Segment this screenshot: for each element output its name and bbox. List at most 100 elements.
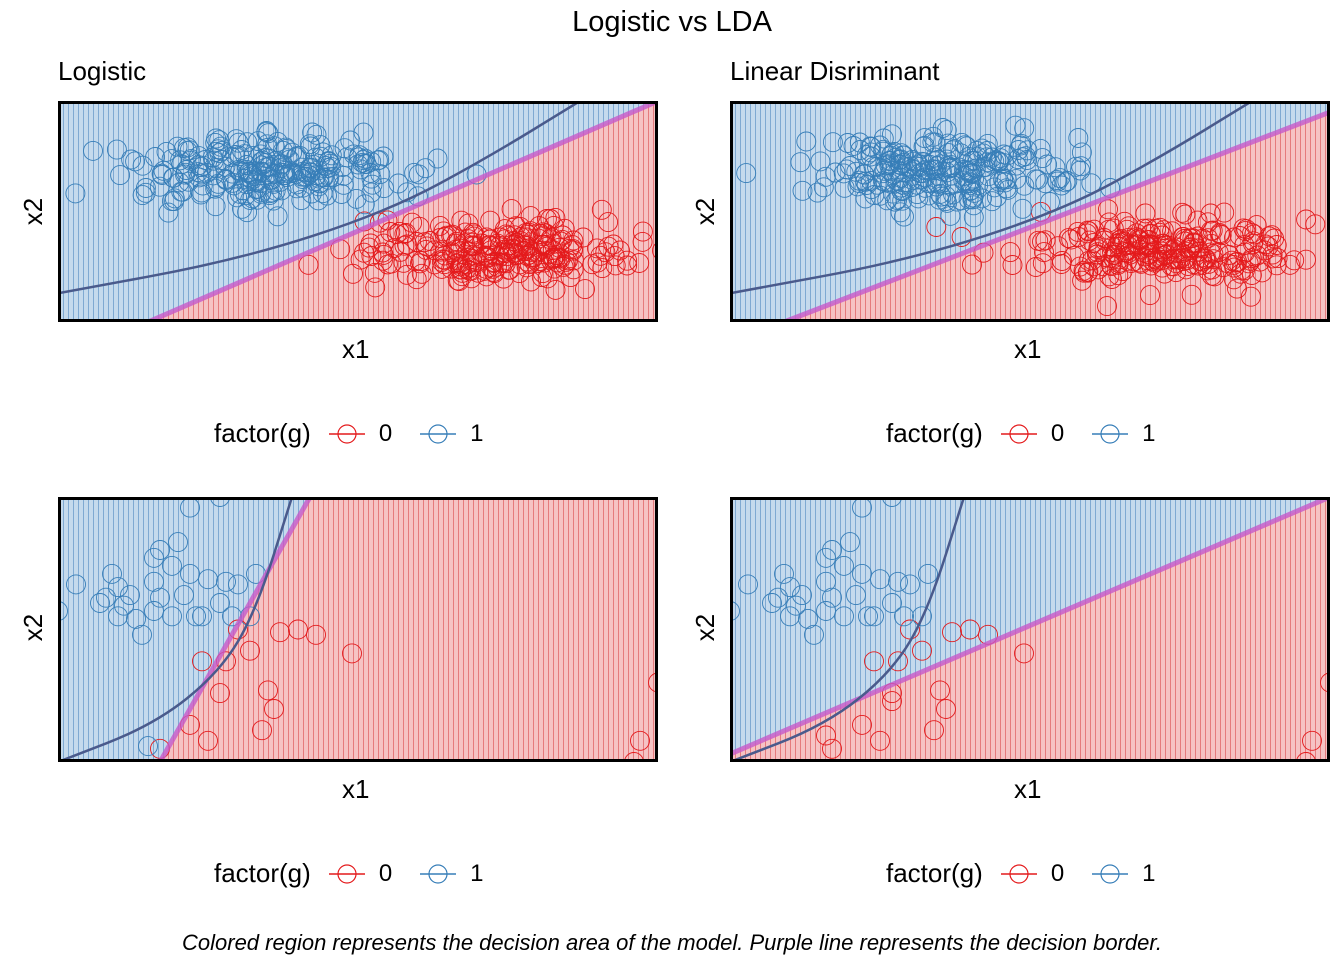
point-class-1 (880, 150, 901, 171)
point-class-1 (408, 164, 429, 185)
point-class-1 (816, 547, 836, 568)
point-class-0 (1115, 241, 1136, 262)
point-class-0 (410, 253, 430, 274)
points (730, 497, 1330, 762)
point-class-1 (258, 123, 279, 144)
point-class-1 (65, 183, 86, 204)
point-class-1 (892, 190, 913, 211)
point-class-0 (516, 257, 537, 278)
point-class-1 (882, 497, 902, 507)
point-class-0 (1235, 242, 1255, 263)
point-class-1 (915, 160, 936, 181)
point-class-1 (891, 143, 912, 164)
point-class-1 (834, 606, 854, 627)
point-class-1 (360, 162, 381, 183)
point-class-1 (181, 149, 201, 170)
point-class-0 (264, 699, 284, 719)
point-class-0 (1198, 228, 1218, 249)
point-class-0 (536, 236, 557, 257)
point-class-0 (1235, 260, 1255, 281)
point-class-0 (936, 699, 956, 719)
point-class-0 (942, 622, 962, 643)
point-class-0 (1032, 231, 1052, 252)
point-class-1 (361, 182, 382, 203)
point-class-1 (83, 140, 103, 161)
point-class-1 (956, 173, 977, 194)
decision-border (157, 497, 313, 762)
point-class-1 (291, 190, 312, 211)
point-class-1 (1057, 171, 1078, 191)
point-class-1 (941, 157, 962, 178)
point-class-0 (630, 730, 650, 751)
point-class-1 (161, 191, 182, 212)
point-class-0 (1296, 249, 1316, 270)
point-class-1 (397, 182, 418, 203)
point-class-0 (373, 233, 394, 254)
y-axis-label: x2 (690, 197, 721, 226)
point-class-0 (1247, 245, 1268, 266)
point-class-1 (849, 170, 870, 191)
point-class-0 (449, 271, 470, 292)
point-class-0 (543, 215, 564, 236)
point-class-0 (1002, 255, 1023, 275)
point-class-0 (457, 254, 477, 275)
point-class-1 (986, 150, 1007, 171)
point-class-1 (114, 595, 134, 616)
point-class-1 (180, 563, 200, 584)
point-class-1 (132, 185, 153, 206)
point-class-1 (984, 177, 1005, 198)
point-class-0 (393, 252, 414, 273)
point-class-1 (251, 181, 272, 202)
point-class-0 (598, 212, 619, 233)
point-class-0 (591, 199, 612, 220)
point-class-0 (198, 730, 218, 751)
panel-frame (58, 101, 658, 322)
point-class-1 (798, 608, 818, 629)
decision-border (783, 109, 1330, 322)
y-axis-label: x2 (18, 613, 49, 642)
point-class-0 (463, 236, 483, 257)
point-class-1 (232, 198, 252, 219)
point-class-1 (209, 143, 230, 164)
point-class-1 (126, 608, 146, 629)
point-class-0 (521, 247, 542, 267)
point-class-0 (632, 221, 653, 242)
point-class-1 (121, 149, 142, 170)
legend-key-class-0 (1000, 863, 1037, 884)
point-class-1 (736, 163, 757, 184)
point-class-0 (240, 640, 260, 661)
point-class-1 (262, 182, 282, 203)
point-class-1 (967, 146, 988, 167)
point-class-0 (414, 232, 435, 253)
point-class-1 (163, 167, 184, 188)
point-class-1 (989, 171, 1010, 192)
point-class-1 (158, 202, 179, 223)
point-class-1 (205, 196, 226, 217)
point-class-1 (768, 587, 788, 608)
point-class-0 (1138, 218, 1158, 239)
point-class-1 (58, 601, 68, 621)
point-class-1 (907, 184, 928, 205)
curved-boundary (730, 497, 966, 762)
caption: Colored region represents the decision a… (182, 930, 1162, 955)
point-class-0 (1181, 284, 1202, 305)
point-class-0 (1296, 752, 1316, 762)
point-class-1 (816, 601, 836, 621)
point-class-0 (1061, 229, 1082, 250)
point-class-0 (1152, 225, 1173, 246)
point-class-1 (915, 177, 936, 198)
point-class-0 (517, 224, 538, 245)
point-class-0 (560, 267, 581, 288)
point-class-1 (228, 574, 248, 595)
point-class-0 (504, 231, 524, 251)
point-class-0 (592, 258, 613, 279)
legend-label-1: 1 (1142, 859, 1156, 887)
point-class-0 (1236, 219, 1257, 240)
point-class-1 (1047, 171, 1068, 192)
point-class-1 (90, 593, 110, 613)
point-class-0 (912, 640, 932, 661)
point-class-1 (936, 120, 957, 141)
point-class-0 (1117, 219, 1138, 240)
point-class-0 (1114, 211, 1135, 232)
point-class-0 (1182, 228, 1203, 249)
